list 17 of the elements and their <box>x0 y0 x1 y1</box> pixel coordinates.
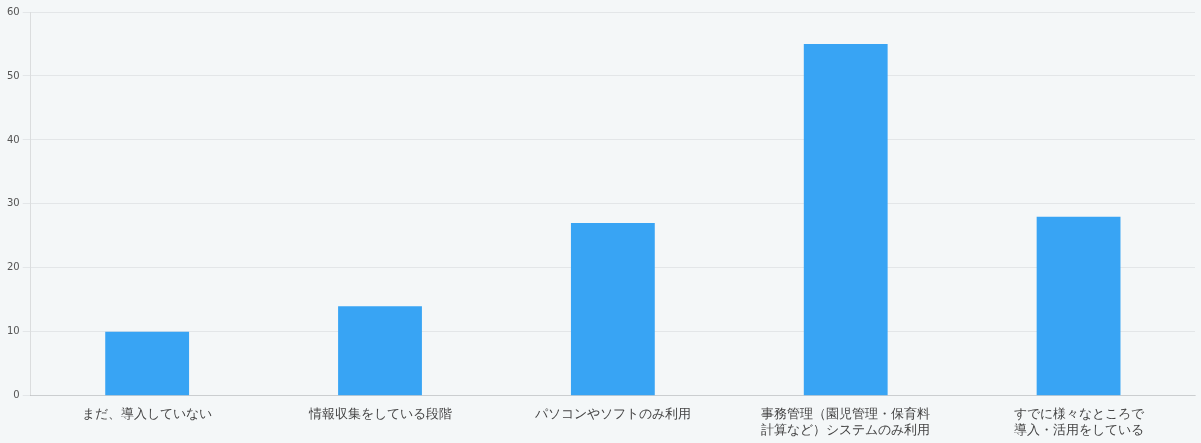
y-tick-label: 40 <box>6 133 20 145</box>
bar <box>338 306 422 396</box>
x-tick-label: パソコンやソフトのみ利用 <box>533 405 691 421</box>
x-tick-label: 情報収集をしている段階 <box>307 405 452 421</box>
y-tick-label: 20 <box>6 261 20 273</box>
x-tick-label: すでに様々なところで導入・活用をしている <box>1013 405 1145 437</box>
bar <box>570 223 655 396</box>
bar <box>1036 216 1121 396</box>
y-tick-label: 10 <box>6 325 20 337</box>
x-tick-label: まだ、導入していない <box>82 405 213 421</box>
y-tick-label: 50 <box>6 69 20 81</box>
y-tick-label: 30 <box>6 197 20 209</box>
x-tick-label: 事務管理（園児管理・保育料計算など）システムのみ利用 <box>761 405 931 437</box>
bar <box>803 43 888 396</box>
y-tick-label: 0 <box>13 389 20 401</box>
y-tick-label: 60 <box>6 5 20 17</box>
bar <box>105 331 190 396</box>
